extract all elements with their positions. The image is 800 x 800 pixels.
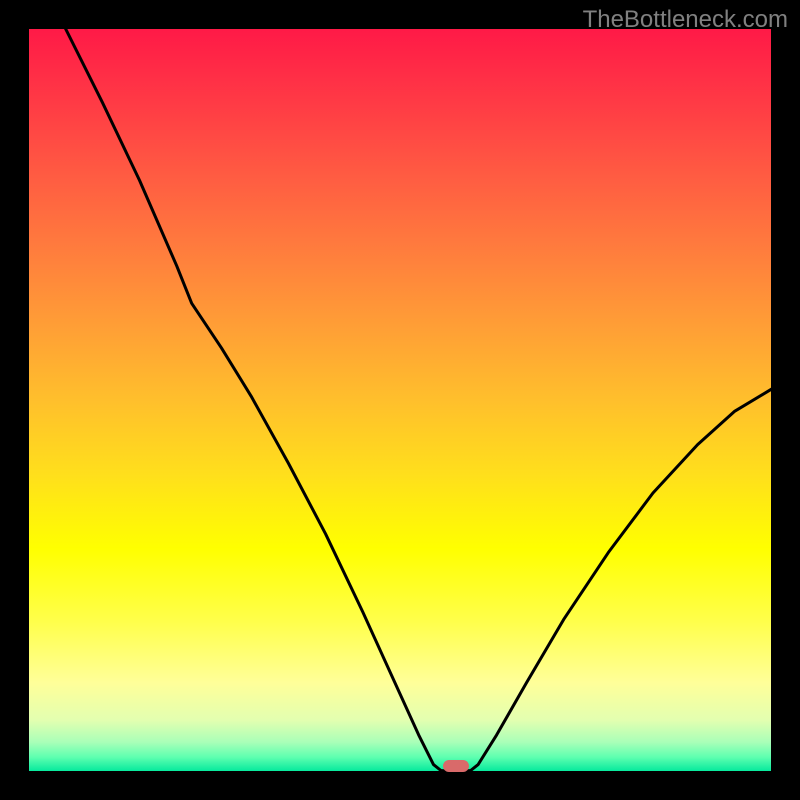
minimum-marker [443, 760, 469, 772]
bottleneck-curve [28, 28, 772, 772]
plot-area [28, 28, 772, 772]
watermark-text: TheBottleneck.com [583, 6, 788, 34]
